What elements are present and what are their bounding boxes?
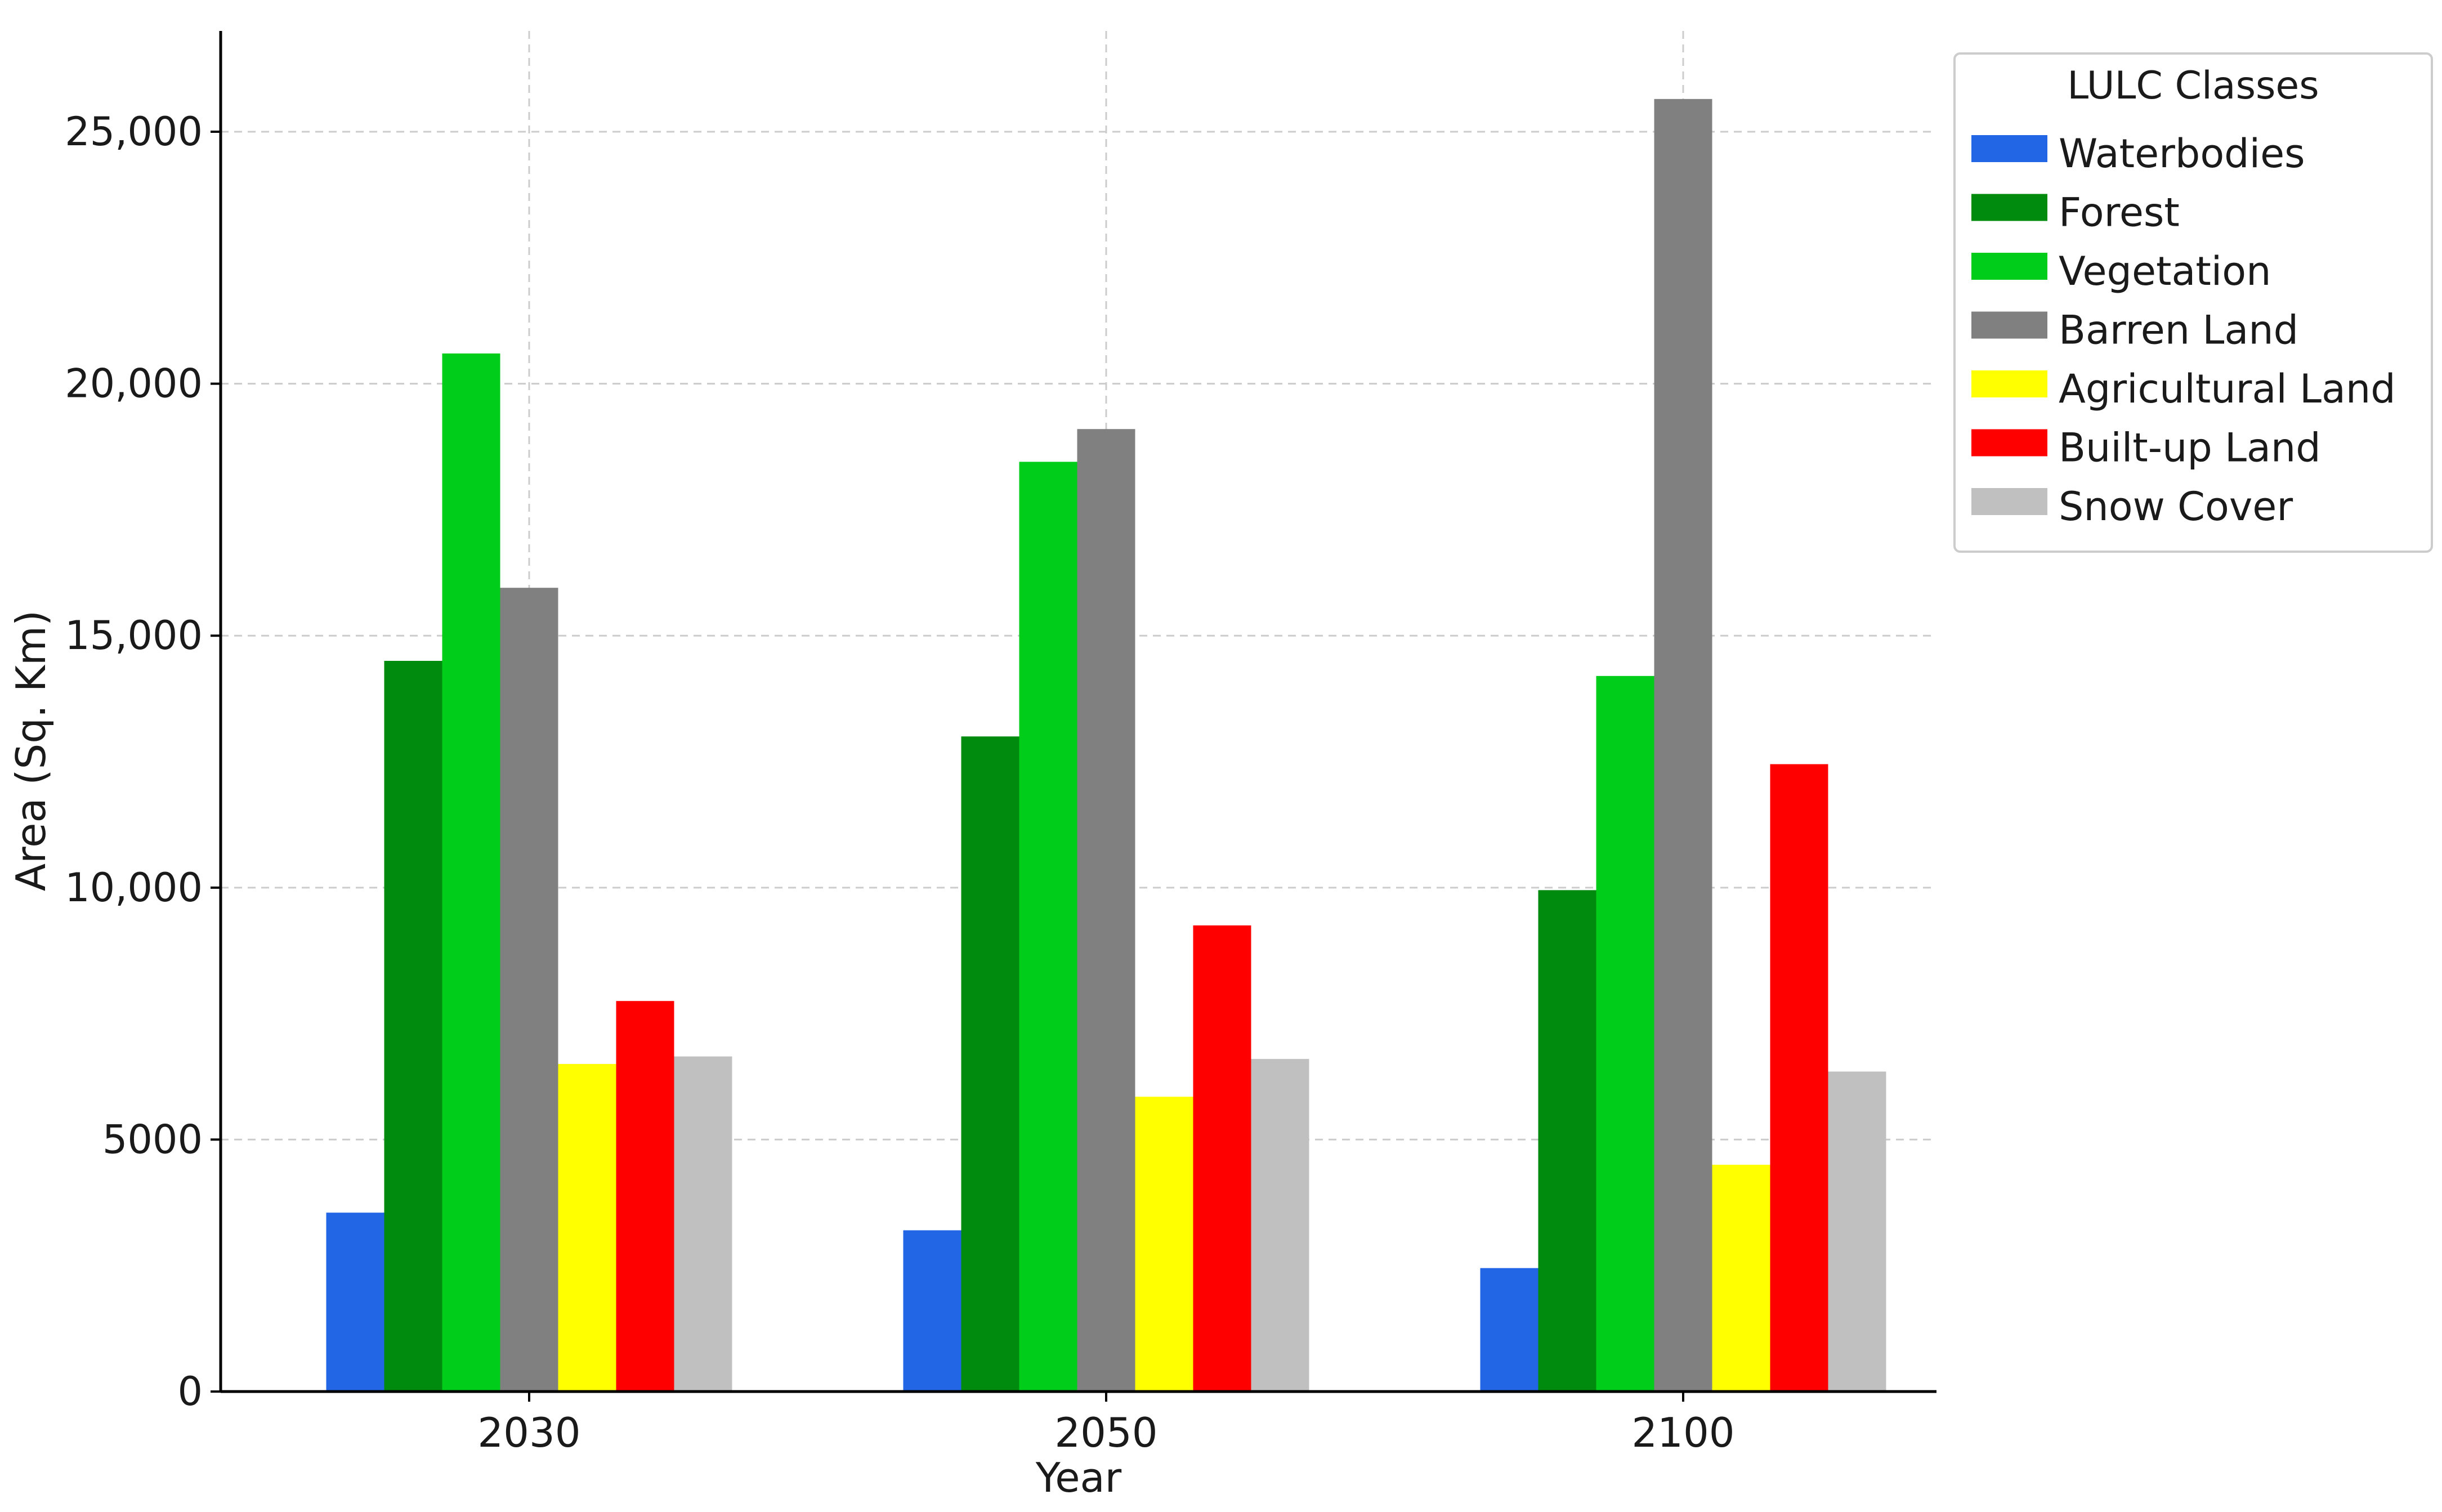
bar xyxy=(1770,764,1828,1392)
y-tick-label: 10,000 xyxy=(65,865,203,911)
legend-label: Barren Land xyxy=(2059,307,2298,354)
legend-label: Forest xyxy=(2059,190,2180,236)
bar xyxy=(1193,925,1251,1392)
x-tick-label: 2030 xyxy=(477,1409,580,1456)
bar xyxy=(1135,1097,1193,1392)
bar xyxy=(1538,890,1596,1392)
legend-swatch xyxy=(1971,253,2047,280)
bar xyxy=(442,353,500,1392)
bar xyxy=(1828,1071,1886,1392)
y-tick-label: 5000 xyxy=(102,1116,203,1162)
legend-label: Agricultural Land xyxy=(2059,366,2396,412)
bar xyxy=(903,1230,961,1392)
axes xyxy=(219,31,1936,1393)
legend-title: LULC Classes xyxy=(2067,64,2319,108)
legend-swatch xyxy=(1971,370,2047,397)
legend-label: Vegetation xyxy=(2059,248,2271,294)
bar xyxy=(384,660,442,1392)
legend-label: Built-up Land xyxy=(2059,425,2321,471)
legend-swatch xyxy=(1971,311,2047,339)
legend-box xyxy=(1953,52,2433,553)
bar xyxy=(500,588,558,1392)
bar xyxy=(1480,1268,1538,1392)
bar xyxy=(961,736,1019,1392)
legend-swatch xyxy=(1971,194,2047,221)
bar xyxy=(1596,676,1654,1392)
x-tick-label: 2100 xyxy=(1631,1409,1734,1456)
legend-entries: Waterbodies Forest Vegetation Barren Land Ag… xyxy=(1971,131,2396,530)
legend-swatch xyxy=(1971,488,2047,515)
x-axis-label: Year xyxy=(1035,1454,1122,1501)
y-tick-label: 0 xyxy=(177,1368,203,1415)
bars xyxy=(326,99,1886,1392)
bar xyxy=(1712,1165,1770,1392)
bar xyxy=(616,1001,674,1392)
bar xyxy=(558,1064,616,1392)
bar xyxy=(326,1213,384,1392)
legend-label: Snow Cover xyxy=(2059,484,2293,530)
ticks: 0 5000 10,000 15,000 20,000 25,000 2030 2050 210… xyxy=(65,109,1735,1456)
y-tick-label: 25,000 xyxy=(65,109,203,155)
legend: LULC Classes Waterbodies Forest Vegetation… xyxy=(1953,52,2433,553)
legend-label: Waterbodies xyxy=(2059,131,2305,177)
bar xyxy=(1077,429,1135,1392)
legend-swatch xyxy=(1971,429,2047,457)
bar xyxy=(674,1056,732,1392)
y-tick-label: 15,000 xyxy=(65,612,203,659)
x-tick-label: 2050 xyxy=(1054,1409,1157,1456)
y-axis-label: Area (Sq. Km) xyxy=(7,610,55,891)
legend-swatch xyxy=(1971,135,2047,162)
bar xyxy=(1251,1059,1309,1392)
bar xyxy=(1654,99,1712,1392)
y-tick-label: 20,000 xyxy=(65,361,203,407)
bar xyxy=(1019,462,1077,1392)
